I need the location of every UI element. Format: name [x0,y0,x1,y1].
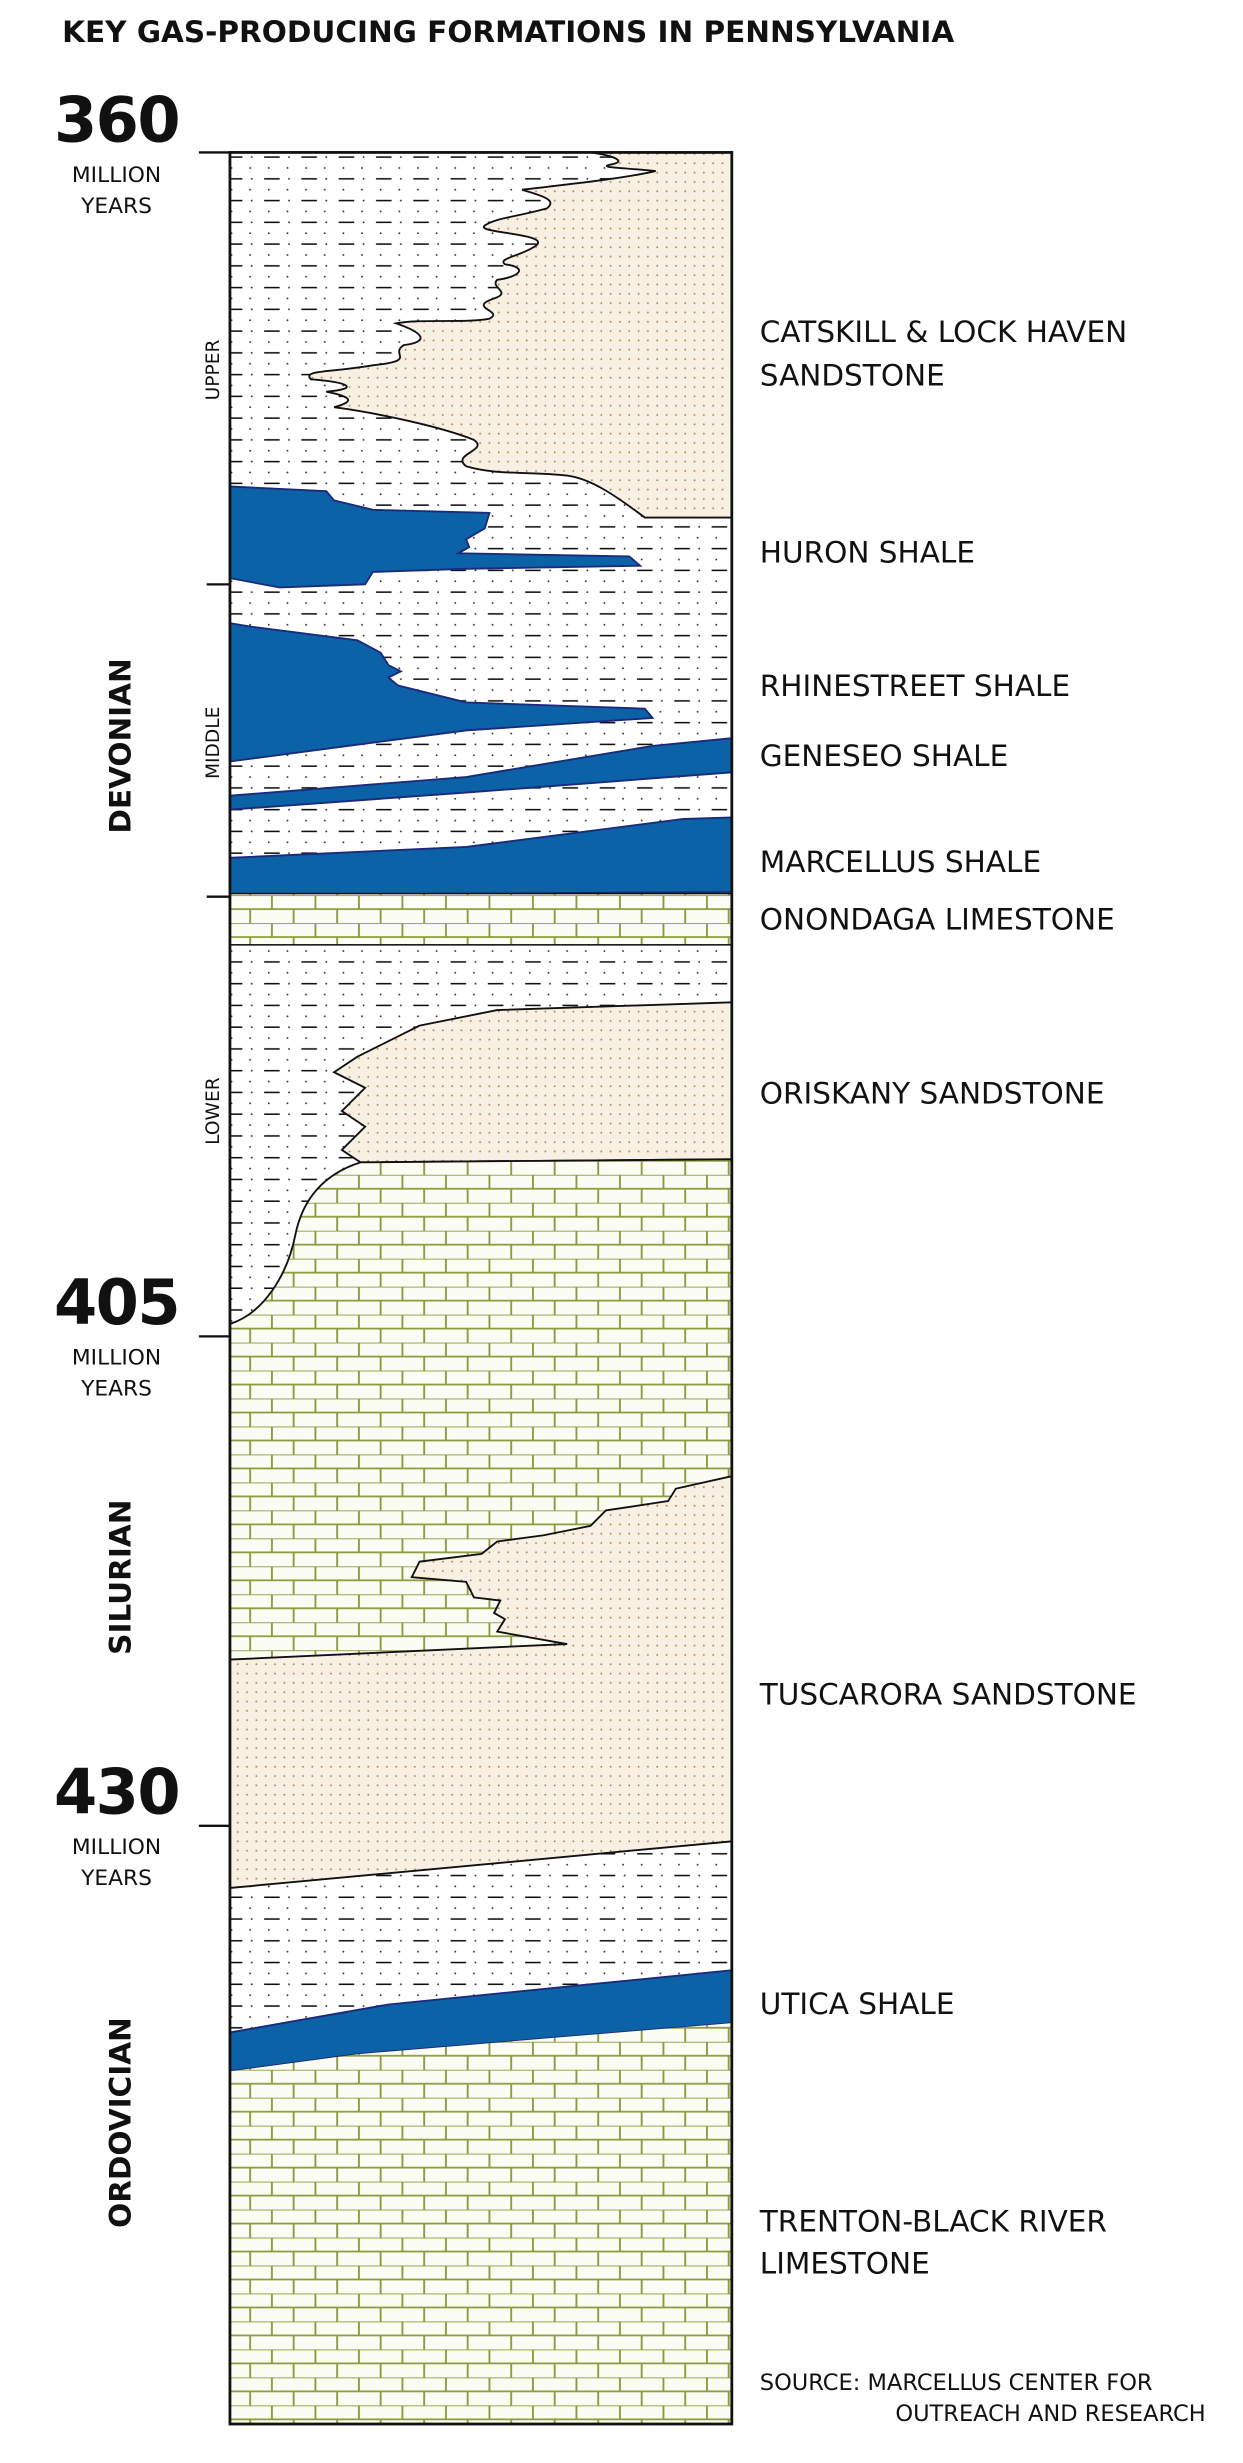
tuscarora-sandstone-layer [229,1475,733,1889]
time-marker-unit: YEARS [80,194,152,219]
diagram-title: KEY GAS-PRODUCING FORMATIONS IN PENNSYLV… [62,15,954,49]
column [228,151,734,2426]
time-marker-unit: YEARS [80,1376,152,1401]
time-marker-unit: MILLION [72,163,161,188]
onondaga-limestone-layer [229,892,733,946]
time-marker-unit: YEARS [80,1866,152,1891]
rhinestreet-shale-layer [229,622,655,763]
formation-label: CATSKILL & LOCK HAVEN [760,315,1127,349]
epoch-label: MIDDLE [203,707,224,779]
formation-label: TRENTON-BLACK RIVER [759,2204,1107,2238]
formation-label: GENESEO SHALE [760,739,1008,773]
time-marker-unit: MILLION [72,1835,161,1860]
formation-label: HURON SHALE [760,536,975,570]
source-note: SOURCE: MARCELLUS CENTER FOR [760,2370,1153,2396]
time-markers: 360 MILLION YEARS 405 MILLION YEARS 430 … [54,84,181,1891]
period-label: DEVONIAN [104,658,138,833]
formation-label: ORISKANY SANDSTONE [760,1076,1105,1110]
formation-label: RHINESTREET SHALE [760,669,1070,703]
epoch-label: UPPER [203,339,224,400]
formation-label: LIMESTONE [760,2246,930,2280]
time-marker-value: 360 [54,84,179,157]
trenton-black-river-limestone-layer [229,2023,732,2425]
source-note: OUTREACH AND RESEARCH [895,2401,1205,2427]
huron-shale-layer [229,485,643,589]
catskill-sandstone-layer [308,151,733,519]
time-marker-value: 430 [54,1755,179,1828]
time-marker-unit: MILLION [72,1345,161,1370]
epoch-label: LOWER [203,1077,224,1145]
formation-label: UTICA SHALE [760,1987,955,2021]
formation-labels: CATSKILL & LOCK HAVEN SANDSTONE HURON SH… [759,315,1137,2280]
column-border [228,151,734,2426]
period-label: ORDOVICIAN [104,2017,138,2228]
period-label: SILURIAN [104,1500,138,1655]
time-ticks [198,151,230,1827]
formation-label: TUSCARORA SANDSTONE [759,1678,1137,1712]
formation-label: ONONDAGA LIMESTONE [760,902,1115,936]
formation-label: SANDSTONE [760,358,945,392]
time-marker-value: 405 [54,1266,179,1339]
formation-label: MARCELLUS SHALE [760,845,1041,879]
